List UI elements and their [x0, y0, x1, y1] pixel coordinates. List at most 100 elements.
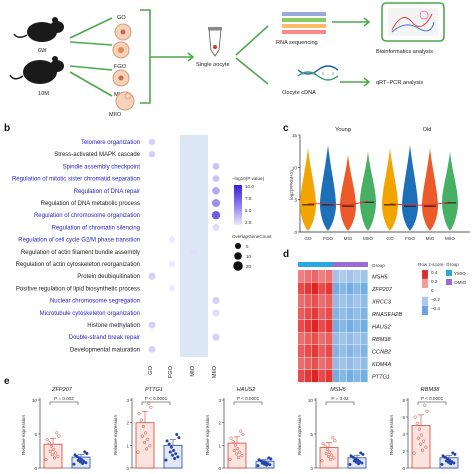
mouse-10m-icon: [9, 56, 64, 84]
panel-d: d Group MSH5 ZFP207 XRCC3 RNASEH2B HAUS2 RBM38…: [283, 249, 467, 383]
e-y-tick: 2: [126, 421, 129, 426]
c-y-tick: 10: [292, 165, 298, 170]
e-data-point: [174, 452, 178, 456]
e-data-point: [238, 450, 242, 454]
young-title: Young: [335, 127, 351, 133]
heatmap-cell: [361, 270, 368, 283]
heatmap-gene-label: MSH5: [372, 274, 388, 280]
stage-tick-label: GO: [148, 365, 154, 374]
e-data-point: [169, 445, 173, 449]
e-data-point: [145, 447, 149, 451]
go-term-label: Regulation of actin cytoskeleton reorgan…: [16, 262, 140, 268]
e-data-point: [81, 461, 85, 465]
pvalue-legend-tick: 7.5: [245, 196, 252, 201]
heatmap-cell: [361, 320, 368, 333]
e-y-tick: 10: [308, 398, 314, 403]
e-y-tick: 5: [34, 432, 37, 437]
heatmap-cell: [319, 295, 326, 308]
enrichment-dot: [168, 285, 176, 292]
e-data-point: [422, 439, 426, 443]
e-data-point: [424, 445, 428, 449]
gene-count-legend: OverlapGeneCount 5 10 20: [232, 234, 272, 271]
heatmap-cell: [333, 370, 340, 383]
heatmap-gene-label: HAUS2: [372, 324, 392, 330]
violin-shape: [340, 154, 356, 231]
e-data-point: [140, 434, 144, 438]
p-bracket: [141, 401, 171, 405]
group-legend-title: Group: [446, 262, 459, 267]
e-data-point: [241, 433, 245, 437]
heatmap-gene-label: PTTG1: [372, 374, 390, 380]
e-data-point: [330, 453, 334, 457]
heatmap-cell: [312, 295, 319, 308]
group-bar-cell: [354, 262, 361, 267]
stage-go-label: GO: [117, 15, 126, 21]
e-data-point: [137, 412, 141, 416]
violin-shape: [300, 147, 316, 231]
e-data-point: [352, 459, 356, 463]
e-data-point: [348, 462, 352, 466]
heatmap-cell: [312, 357, 319, 370]
bioinformatics-label: Bioinformatics analysis: [376, 49, 433, 55]
p-value-label: P < 0.0001: [421, 396, 444, 401]
heatmap-gene-label: XRCC3: [371, 299, 392, 305]
heatmap-cell: [319, 370, 326, 383]
go-term-list: Telomere organization Stress-activated MA…: [12, 140, 141, 353]
e-data-point: [44, 458, 48, 462]
pvalue-legend-title: –log10(P value): [232, 176, 265, 181]
e-data-point: [146, 437, 150, 441]
heatmap-cell: [340, 307, 347, 320]
heatmap-cell: [354, 370, 361, 383]
heatmap-cell: [319, 320, 326, 333]
heatmap-cell: [354, 320, 361, 333]
e-data-point: [321, 442, 325, 446]
heatmap-cell: [326, 345, 333, 358]
e-y-tick: 0: [218, 466, 221, 471]
heatmap-cell: [305, 370, 312, 383]
e-data-point: [333, 439, 337, 443]
e-y-tick: 6: [402, 415, 405, 420]
heatmap-cell: [340, 282, 347, 295]
e-data-point: [170, 453, 175, 457]
e-data-point: [415, 421, 419, 425]
group-legend-swatch: [446, 270, 452, 276]
pvalue-legend-tick: 2.5: [245, 220, 252, 225]
heatmap-cell: [319, 332, 326, 345]
panel-b-label: b: [4, 123, 10, 134]
stage-tick-label: FGO: [168, 365, 174, 378]
size-legend-tick: 20: [246, 264, 252, 269]
zscore-legend-swatch: [421, 296, 429, 307]
c-x-tick: MIIO: [363, 236, 373, 241]
e-y-tick: 4: [402, 432, 405, 437]
go-term-label: Nuclear chromosome segregation: [50, 299, 140, 305]
violin-shape: [422, 147, 438, 231]
e-y-tick: 8: [402, 398, 405, 403]
e-data-point: [412, 451, 416, 455]
e-data-point: [164, 458, 168, 462]
heatmap-cell: [333, 345, 340, 358]
c-x-tick: GO: [304, 236, 312, 241]
tube-icon: [208, 27, 222, 57]
enrichment-dot: [212, 199, 220, 207]
heatmap-cell: [312, 332, 319, 345]
e-data-point: [349, 454, 353, 458]
go-term-label: Double-strand break repair: [69, 335, 140, 341]
e-gene-title: MSH5: [330, 387, 346, 393]
heatmap-cell: [354, 332, 361, 345]
e-data-point: [47, 441, 51, 445]
heatmap-gene-label: CCNB2: [372, 349, 392, 355]
zscore-legend-tick: 0: [431, 288, 434, 293]
p-bracket: [417, 401, 447, 405]
heatmap-cell: [312, 282, 319, 295]
e-data-point: [143, 431, 148, 435]
heatmap-cell: [347, 307, 354, 320]
heatmap-cell: [305, 295, 312, 308]
stage-fgo-label: FGO: [114, 64, 127, 70]
e-data-point: [53, 456, 57, 460]
e-data-point: [56, 454, 60, 458]
heatmap-cell: [333, 320, 340, 333]
e-gene-title: PTTG1: [145, 387, 163, 393]
heatmap-cell: [361, 357, 368, 370]
